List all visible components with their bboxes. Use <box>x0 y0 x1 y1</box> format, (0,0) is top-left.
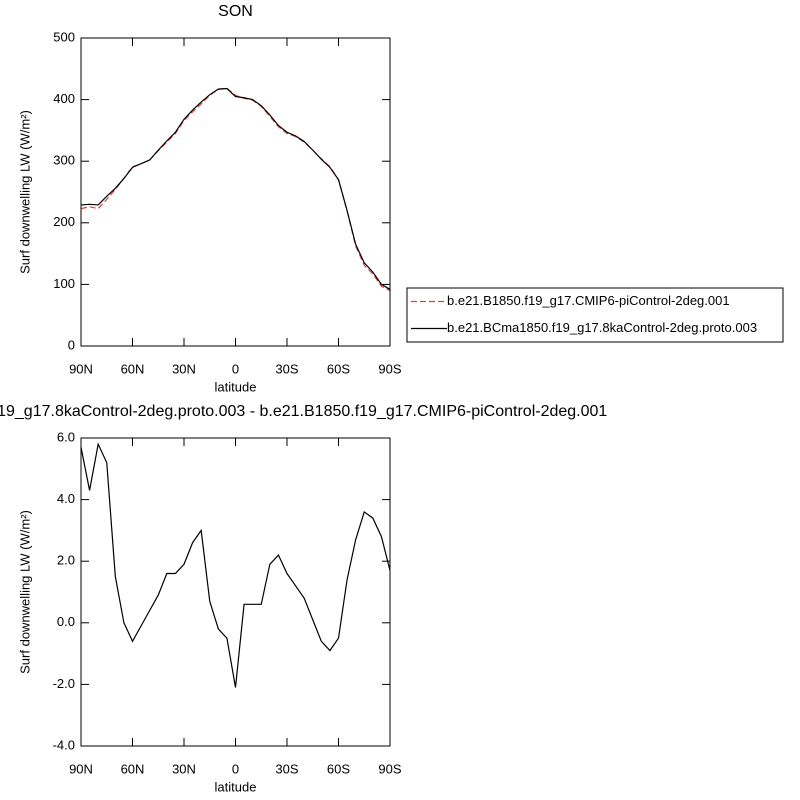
x-axis-label: latitude <box>215 379 257 394</box>
legend-box <box>406 287 784 343</box>
x-axis-label: latitude <box>215 779 257 794</box>
data-line <box>80 87 391 290</box>
y-tick-label: 4.0 <box>57 491 75 506</box>
x-tick-label: 90N <box>69 361 93 376</box>
y-tick-label: 200 <box>53 214 75 229</box>
y-tick-label: 0 <box>68 337 75 352</box>
y-tick-label: 2.0 <box>57 553 75 568</box>
x-tick-label: 60S <box>327 361 350 376</box>
plot-frame <box>80 437 391 747</box>
x-tick-label: 90S <box>378 361 401 376</box>
x-tick-label: 30S <box>275 361 298 376</box>
x-tick-label: 0 <box>232 361 239 376</box>
x-tick-label: 0 <box>232 761 239 776</box>
x-tick-label: 60N <box>121 361 145 376</box>
x-tick-label: 60N <box>121 761 145 776</box>
y-tick-label: 0.0 <box>57 614 75 629</box>
x-tick-label: 30N <box>172 361 196 376</box>
y-tick-label: 100 <box>53 276 75 291</box>
data-line <box>80 442 391 688</box>
legend-label: b.e21.BCma1850.f19_g17.8kaControl-2deg.p… <box>447 320 757 335</box>
x-tick-label: 30N <box>172 761 196 776</box>
x-tick-label: 90S <box>378 761 401 776</box>
y-tick-label: 500 <box>53 29 75 44</box>
legend-label: b.e21.B1850.f19_g17.CMIP6-piControl-2deg… <box>447 293 730 308</box>
y-tick-label: -4.0 <box>53 737 75 752</box>
x-tick-label: 30S <box>275 761 298 776</box>
data-line <box>80 87 391 292</box>
y-axis-label: Surf downwelling LW (W/m²) <box>17 110 32 274</box>
y-tick-label: 6.0 <box>57 429 75 444</box>
y-tick-label: -2.0 <box>53 676 75 691</box>
plot-frame <box>80 37 391 347</box>
x-tick-label: 90N <box>69 761 93 776</box>
y-axis-label: Surf downwelling LW (W/m²) <box>17 510 32 674</box>
y-tick-label: 400 <box>53 91 75 106</box>
x-tick-label: 60S <box>327 761 350 776</box>
chart-title: SON <box>218 3 253 20</box>
chart-title: b.e21.BCma1850.f19_g17.8kaControl-2deg.p… <box>0 403 607 420</box>
y-tick-label: 300 <box>53 153 75 168</box>
